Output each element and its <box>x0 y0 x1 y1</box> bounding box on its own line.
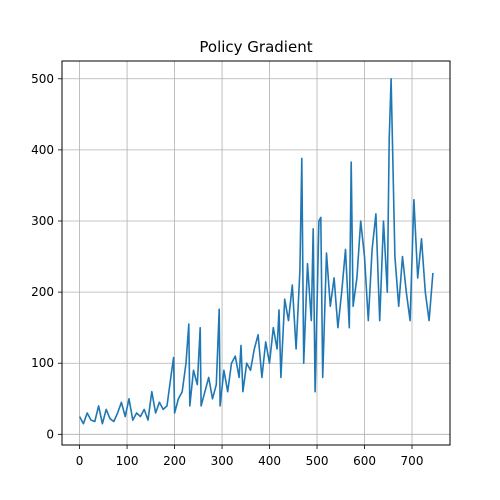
y-tick-label: 500 <box>31 72 54 86</box>
y-axis: 0 100 200 300 400 500 <box>31 72 62 441</box>
y-tick-label: 300 <box>31 214 54 228</box>
y-tick-label: 0 <box>46 427 54 441</box>
x-axis: 0 100 200 300 400 500 600 700 <box>76 445 424 468</box>
x-tick-label: 700 <box>401 454 424 468</box>
plot-area-frame <box>61 60 451 446</box>
x-tick-label: 600 <box>353 454 376 468</box>
y-tick-label: 400 <box>31 143 54 157</box>
grid-lines <box>62 61 450 445</box>
x-tick-label: 100 <box>116 454 139 468</box>
series-layer <box>78 78 434 425</box>
x-tick-label: 200 <box>163 454 186 468</box>
x-tick-label: 0 <box>76 454 84 468</box>
x-tick-label: 300 <box>211 454 234 468</box>
x-tick-label: 400 <box>258 454 281 468</box>
y-tick-label: 200 <box>31 285 54 299</box>
series-line <box>78 78 434 425</box>
y-tick-label: 100 <box>31 356 54 370</box>
x-tick-label: 500 <box>306 454 329 468</box>
chart-title: Policy Gradient <box>199 38 312 56</box>
